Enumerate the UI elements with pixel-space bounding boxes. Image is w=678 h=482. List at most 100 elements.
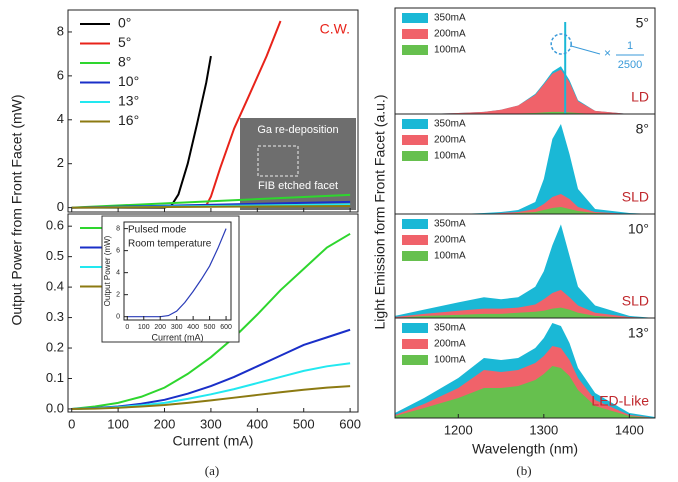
y-axis-label: Output Power (mW) xyxy=(103,235,112,306)
legend-label: 100mA xyxy=(434,45,466,56)
legend-label: 200mA xyxy=(434,135,466,146)
y-tick-label: 6 xyxy=(116,247,120,254)
legend-label: 16° xyxy=(118,112,139,128)
plot-frame xyxy=(123,221,232,321)
legend-swatch xyxy=(402,151,428,161)
photo-label: Ga re-deposition xyxy=(257,124,338,136)
x-tick-label: 100 xyxy=(138,324,150,331)
spectrum-area xyxy=(395,194,655,214)
annotation: C.W. xyxy=(320,21,350,37)
legend-swatch xyxy=(402,355,428,365)
legend-label: 200mA xyxy=(434,235,466,246)
x-tick-label: 1300 xyxy=(529,422,558,437)
y-tick-label: 0 xyxy=(57,199,64,214)
y-tick-label: 0.0 xyxy=(46,400,64,415)
x-tick-label: 600 xyxy=(220,324,232,331)
y-tick-label: 2 xyxy=(57,155,64,170)
x-tick-label: 600 xyxy=(339,416,361,431)
y-axis-label: Output Power from Front Facet (mW) xyxy=(9,94,25,325)
legend-label: 13° xyxy=(118,93,139,109)
x-axis-label: Wavelength (nm) xyxy=(472,441,578,457)
y-tick-label: 8 xyxy=(116,225,120,232)
type-label: LD xyxy=(631,89,649,105)
scale-text: 2500 xyxy=(618,59,642,71)
angle-label: 10° xyxy=(628,221,649,237)
spectrum-area xyxy=(395,289,655,318)
y-tick-label: 0.1 xyxy=(46,370,64,385)
annotation: Pulsed mode xyxy=(128,225,187,236)
x-tick-label: 500 xyxy=(293,416,315,431)
y-tick-label: 0.4 xyxy=(46,279,64,294)
legend-label: 0° xyxy=(118,15,131,31)
legend-label: 5° xyxy=(118,34,131,50)
data-line xyxy=(71,232,351,410)
x-tick-label: 300 xyxy=(171,324,183,331)
data-line xyxy=(127,228,227,318)
type-label: SLD xyxy=(622,189,649,205)
x-tick-label: 200 xyxy=(154,416,176,431)
legend-swatch xyxy=(402,235,428,245)
legend-label: 350mA xyxy=(434,119,466,130)
legend-label: 350mA xyxy=(434,323,466,334)
legend-swatch xyxy=(402,45,428,55)
legend-label: 100mA xyxy=(434,151,466,162)
y-tick-label: 4 xyxy=(116,269,120,276)
data-line xyxy=(71,385,351,410)
y-tick-label: 2 xyxy=(116,292,120,299)
y-tick-label: 6 xyxy=(57,67,64,82)
caption: (b) xyxy=(516,463,531,478)
x-tick-label: 1400 xyxy=(615,422,644,437)
spectrum-area xyxy=(395,207,655,214)
type-label: SLD xyxy=(622,293,649,309)
caption: (a) xyxy=(205,463,219,478)
scale-text: × xyxy=(604,46,611,60)
x-tick-label: 300 xyxy=(200,416,222,431)
x-tick-label: 0 xyxy=(68,416,75,431)
legend-label: 8° xyxy=(118,54,131,70)
type-label: LED-Like xyxy=(591,393,649,409)
x-axis-label: Current (mA) xyxy=(173,433,254,449)
y-tick-label: 0.5 xyxy=(46,248,64,263)
x-tick-label: 200 xyxy=(154,324,166,331)
data-line xyxy=(71,193,351,209)
legend-label: 100mA xyxy=(434,251,466,262)
annotation: Room temperature xyxy=(128,239,212,250)
plot-frame xyxy=(67,9,359,213)
legend-swatch xyxy=(402,339,428,349)
x-tick-label: 1200 xyxy=(444,422,473,437)
legend-swatch xyxy=(402,13,428,23)
scale-text: 1 xyxy=(627,40,633,52)
y-tick-label: 0.2 xyxy=(46,339,64,354)
legend-label: 350mA xyxy=(434,13,466,24)
y-axis-label: Light Emission form Front Facet (a.u.) xyxy=(372,95,388,330)
y-tick-label: 0.6 xyxy=(46,218,64,233)
angle-label: 13° xyxy=(628,325,649,341)
x-tick-label: 100 xyxy=(107,416,129,431)
legend-swatch xyxy=(402,135,428,145)
x-tick-label: 500 xyxy=(204,324,216,331)
scale-arrow xyxy=(571,45,601,55)
legend-label: 100mA xyxy=(434,355,466,366)
peak-circle xyxy=(550,33,572,55)
inset-background xyxy=(101,215,240,343)
legend-swatch xyxy=(402,323,428,333)
angle-label: 8° xyxy=(636,121,649,137)
legend-swatch xyxy=(402,29,428,39)
data-line xyxy=(71,55,212,209)
spectrum-area xyxy=(395,307,655,318)
legend-label: 10° xyxy=(118,73,139,89)
legend-swatch xyxy=(402,219,428,229)
spectrum-area xyxy=(395,69,655,114)
spectrum-area xyxy=(395,224,655,318)
x-tick-label: 400 xyxy=(187,324,199,331)
data-line xyxy=(71,204,351,209)
plot-frame xyxy=(394,317,656,419)
legend-label: 200mA xyxy=(434,29,466,40)
sem-feature xyxy=(257,145,299,177)
plot-frame xyxy=(394,7,656,115)
legend-label: 350mA xyxy=(434,219,466,230)
angle-label: 5° xyxy=(636,15,649,31)
x-tick-label: 400 xyxy=(246,416,268,431)
y-tick-label: 8 xyxy=(57,23,64,38)
spectrum-area xyxy=(395,366,655,418)
